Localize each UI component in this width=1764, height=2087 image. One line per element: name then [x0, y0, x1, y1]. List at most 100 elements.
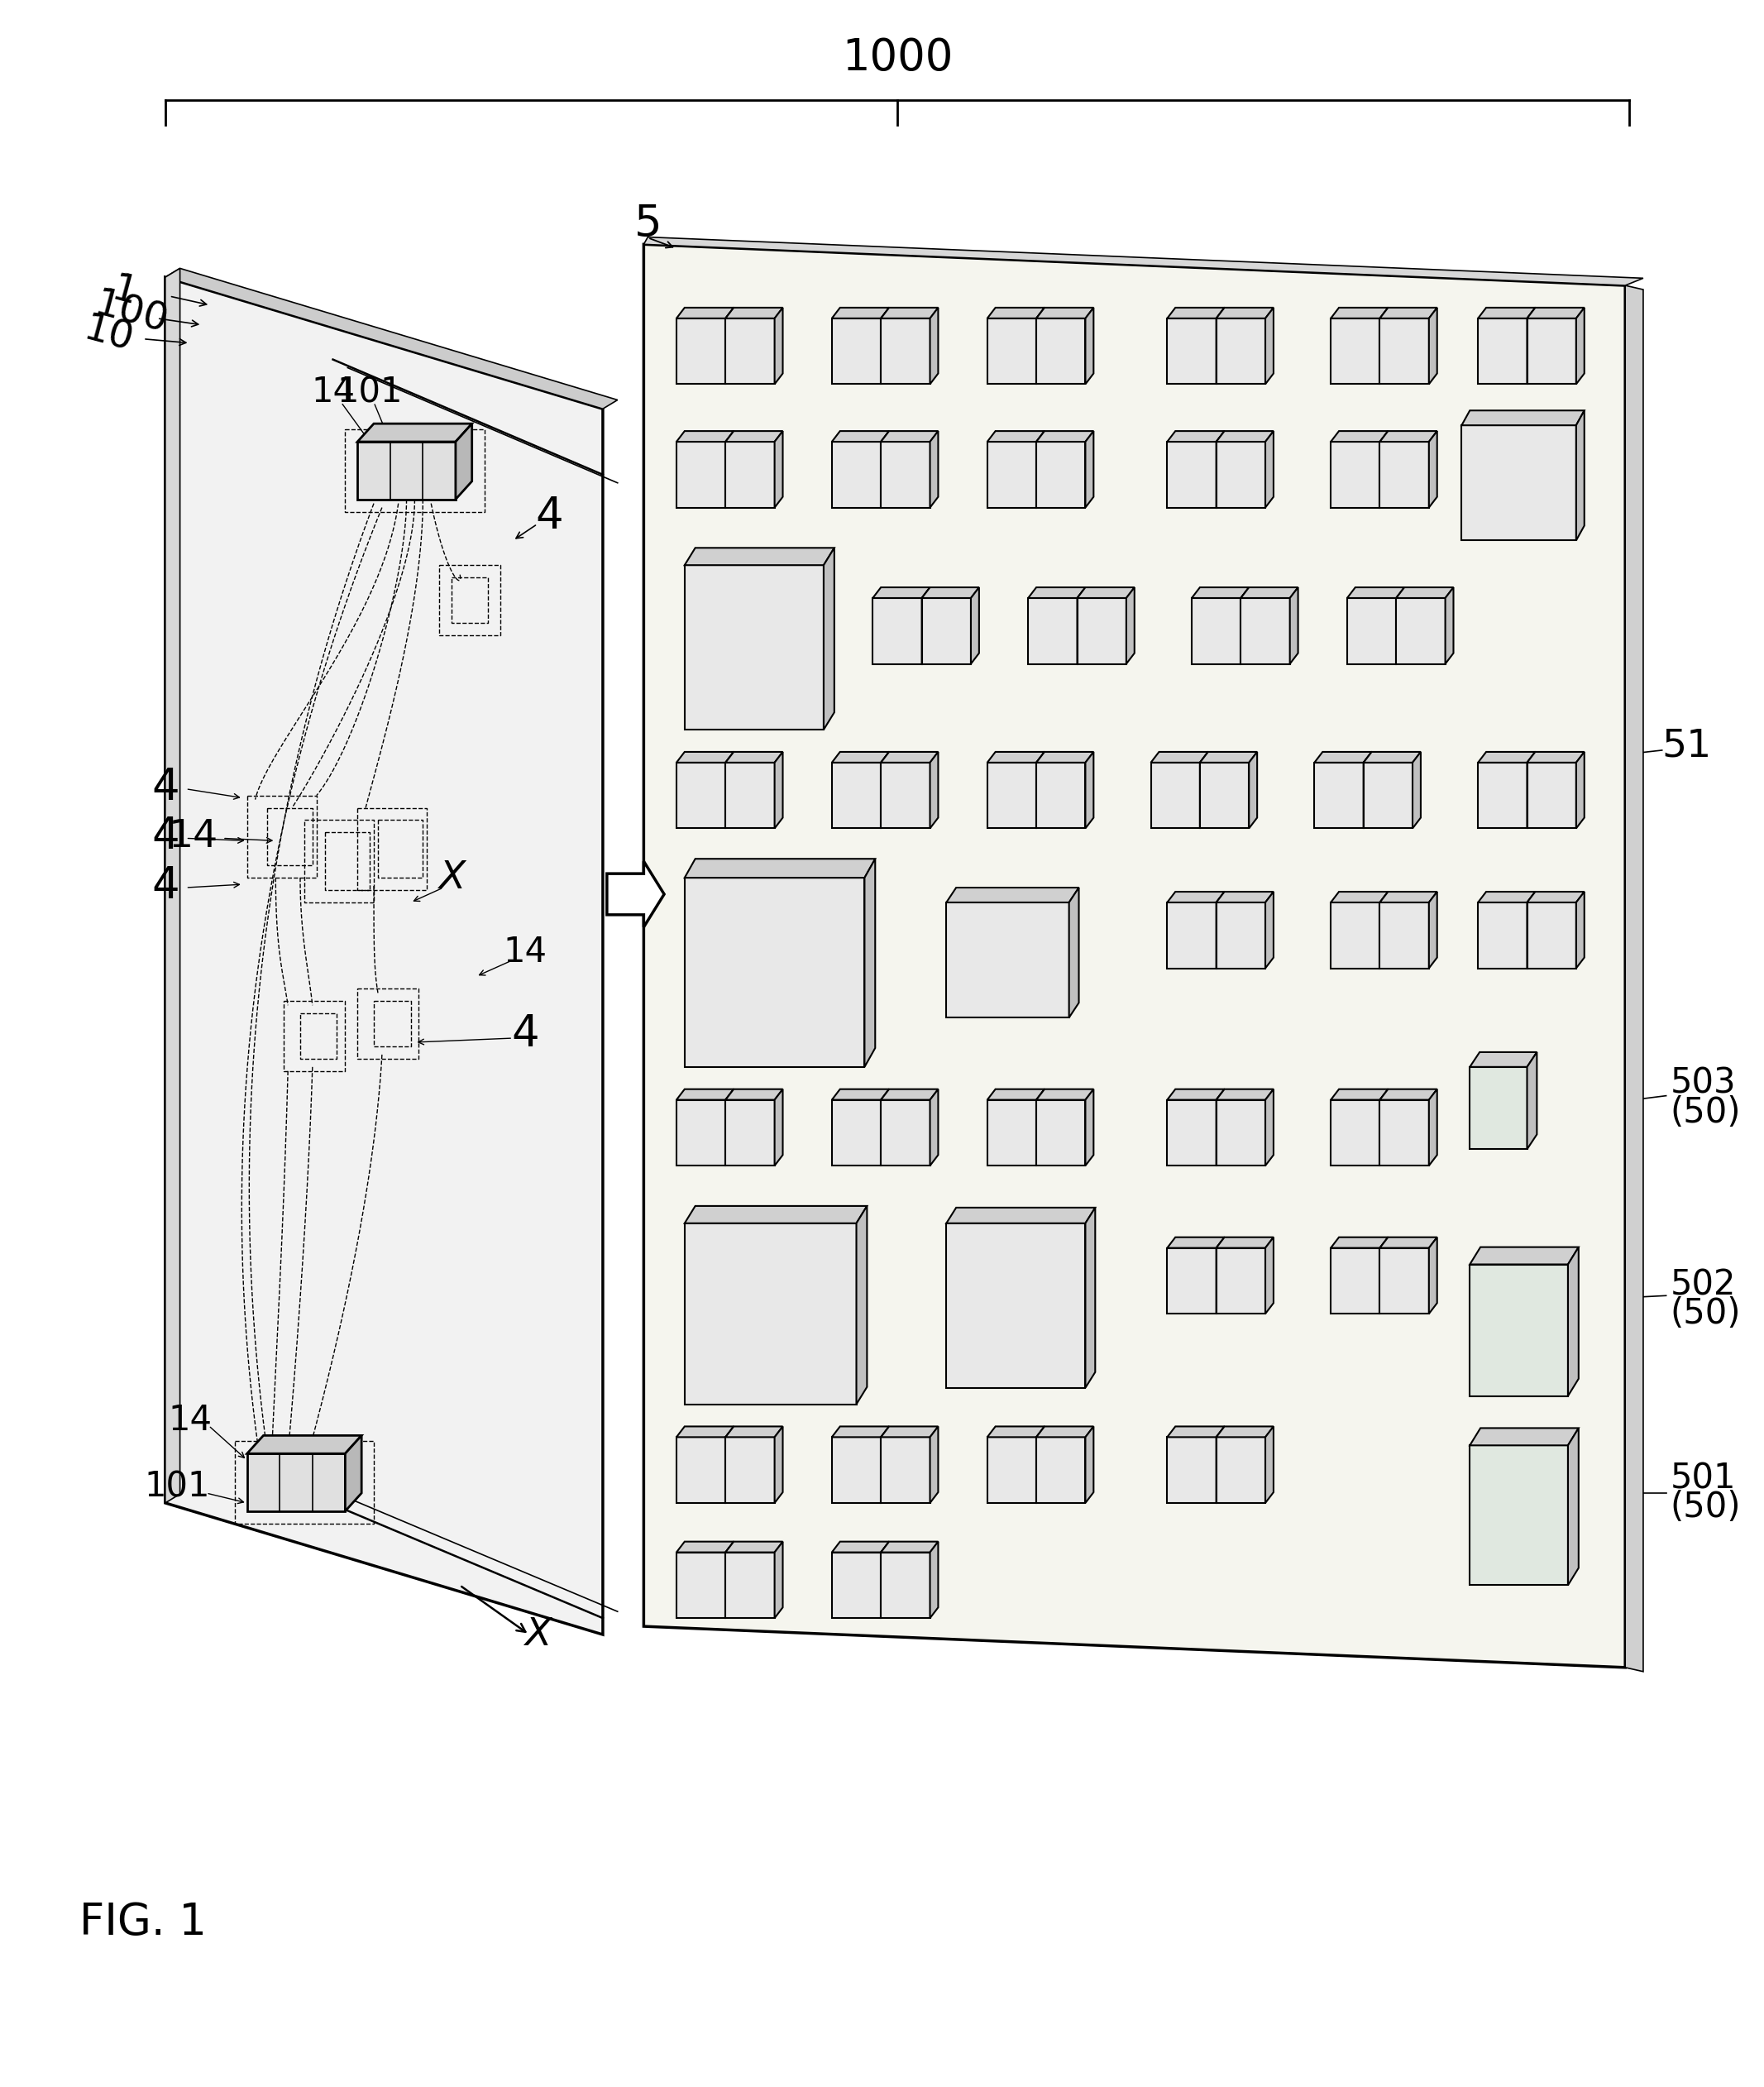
Polygon shape: [774, 432, 783, 507]
Polygon shape: [1528, 751, 1535, 829]
Polygon shape: [1265, 1238, 1274, 1313]
Text: 501: 501: [1671, 1461, 1736, 1496]
Polygon shape: [1528, 307, 1584, 319]
Polygon shape: [833, 432, 889, 442]
Polygon shape: [358, 424, 473, 442]
Polygon shape: [880, 1438, 930, 1503]
Text: 100: 100: [90, 286, 173, 340]
Polygon shape: [725, 442, 774, 507]
Polygon shape: [880, 1553, 930, 1617]
Polygon shape: [1528, 319, 1577, 384]
Text: 14: 14: [169, 818, 219, 856]
Polygon shape: [1379, 902, 1429, 968]
Polygon shape: [1528, 1052, 1536, 1150]
Polygon shape: [880, 307, 938, 319]
Polygon shape: [725, 1425, 734, 1503]
Polygon shape: [930, 307, 938, 384]
Polygon shape: [1330, 442, 1379, 507]
Polygon shape: [1265, 891, 1274, 968]
Polygon shape: [873, 599, 923, 664]
Polygon shape: [1469, 1428, 1579, 1446]
Polygon shape: [1200, 751, 1208, 829]
Polygon shape: [880, 751, 889, 829]
Text: (50): (50): [1671, 1096, 1741, 1129]
Polygon shape: [1028, 599, 1078, 664]
Text: 10: 10: [79, 311, 138, 359]
Polygon shape: [1528, 891, 1535, 968]
Polygon shape: [1469, 1066, 1528, 1150]
Polygon shape: [1215, 1425, 1224, 1503]
Polygon shape: [1168, 902, 1215, 968]
Text: (50): (50): [1671, 1296, 1741, 1332]
Polygon shape: [930, 1425, 938, 1503]
Polygon shape: [970, 586, 979, 664]
Polygon shape: [1330, 891, 1388, 902]
Text: 502: 502: [1671, 1267, 1736, 1302]
Polygon shape: [1085, 1208, 1095, 1388]
Polygon shape: [1085, 1089, 1094, 1167]
Polygon shape: [1215, 1089, 1274, 1100]
Polygon shape: [676, 442, 725, 507]
Polygon shape: [1168, 1100, 1215, 1167]
Polygon shape: [725, 751, 783, 762]
Text: 4: 4: [512, 1012, 540, 1056]
Text: FIG. 1: FIG. 1: [79, 1901, 206, 1943]
Polygon shape: [833, 1542, 889, 1553]
Polygon shape: [1215, 1238, 1274, 1248]
Polygon shape: [880, 442, 930, 507]
Polygon shape: [1035, 1438, 1085, 1503]
Polygon shape: [1035, 442, 1085, 507]
Text: 1: 1: [108, 271, 141, 313]
Text: 14: 14: [168, 1402, 212, 1438]
Text: X: X: [437, 860, 466, 895]
Polygon shape: [1469, 1052, 1536, 1066]
Polygon shape: [1168, 442, 1215, 507]
Polygon shape: [725, 432, 734, 507]
Polygon shape: [1249, 751, 1258, 829]
Polygon shape: [684, 566, 824, 730]
Polygon shape: [833, 442, 880, 507]
Polygon shape: [1168, 1238, 1224, 1248]
Polygon shape: [247, 1453, 346, 1511]
Polygon shape: [988, 319, 1035, 384]
Polygon shape: [1330, 902, 1379, 968]
Polygon shape: [1469, 1265, 1568, 1396]
Polygon shape: [930, 1542, 938, 1617]
Polygon shape: [1379, 1100, 1429, 1167]
Text: 1000: 1000: [841, 38, 953, 79]
Polygon shape: [1429, 1238, 1438, 1313]
Polygon shape: [1364, 762, 1413, 829]
Polygon shape: [1265, 1425, 1274, 1503]
Polygon shape: [1528, 307, 1535, 384]
Polygon shape: [880, 1089, 889, 1167]
Polygon shape: [880, 762, 930, 829]
Polygon shape: [833, 1089, 889, 1100]
Polygon shape: [1265, 307, 1274, 384]
Text: 51: 51: [1662, 728, 1711, 764]
Polygon shape: [1035, 1425, 1044, 1503]
Text: 4: 4: [152, 766, 180, 810]
Polygon shape: [1577, 891, 1584, 968]
Polygon shape: [1240, 586, 1298, 599]
Polygon shape: [1200, 762, 1249, 829]
Polygon shape: [774, 1542, 783, 1617]
Polygon shape: [1035, 1089, 1044, 1167]
Polygon shape: [833, 307, 889, 319]
Polygon shape: [1240, 599, 1289, 664]
Polygon shape: [1330, 1089, 1388, 1100]
Polygon shape: [1035, 751, 1094, 762]
Polygon shape: [880, 307, 889, 384]
Polygon shape: [725, 1089, 783, 1100]
Polygon shape: [1028, 586, 1085, 599]
Polygon shape: [1429, 432, 1438, 507]
Polygon shape: [946, 902, 1069, 1018]
Polygon shape: [1462, 411, 1584, 426]
Polygon shape: [676, 1089, 734, 1100]
Polygon shape: [1478, 319, 1528, 384]
Polygon shape: [1379, 1238, 1438, 1248]
Polygon shape: [1215, 891, 1274, 902]
Polygon shape: [774, 1089, 783, 1167]
Polygon shape: [725, 1425, 783, 1438]
Polygon shape: [1168, 1438, 1215, 1503]
Polygon shape: [988, 762, 1035, 829]
